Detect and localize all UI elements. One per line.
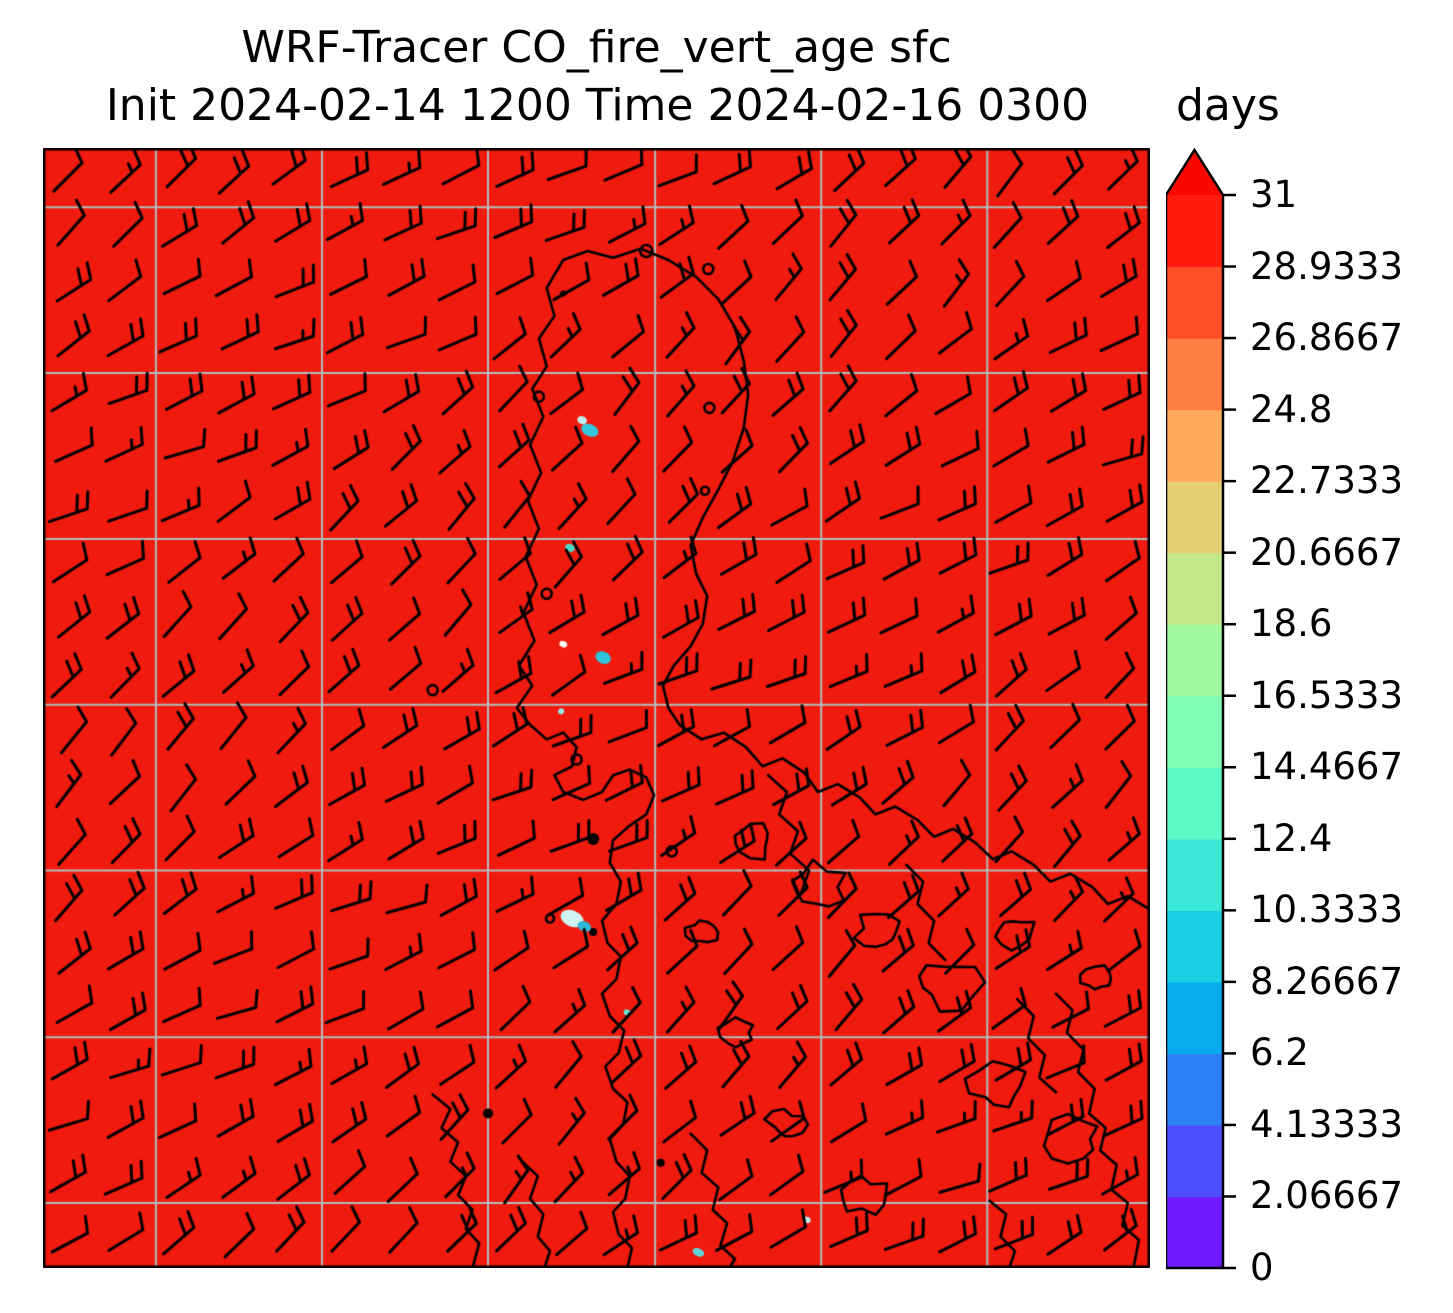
colorbar-tick-label: 8.26667 xyxy=(1250,959,1404,1003)
colorbar-segment xyxy=(1166,1196,1223,1269)
colorbar-extend-arrow xyxy=(1166,150,1223,195)
colorbar-segment xyxy=(1166,266,1223,339)
colorbar-tick-label: 26.8667 xyxy=(1250,316,1404,360)
colorbar-tick-label: 22.7333 xyxy=(1250,459,1404,503)
colorbar-segment xyxy=(1166,838,1223,911)
colorbar-tick-label: 24.8 xyxy=(1250,387,1333,431)
colorbar-tick-label: 16.5333 xyxy=(1250,673,1404,717)
colorbar-tick-label: 10.3333 xyxy=(1250,888,1404,932)
colorbar-segment xyxy=(1166,624,1223,697)
colorbar-segment xyxy=(1166,1053,1223,1126)
colorbar-tick-label: 14.4667 xyxy=(1250,745,1404,789)
colorbar-tick-label: 18.6 xyxy=(1250,602,1333,646)
colorbar-segment xyxy=(1166,195,1223,268)
colorbar-tick-label: 20.6667 xyxy=(1250,530,1404,574)
colorbar-segment xyxy=(1166,552,1223,625)
colorbar-tick-label: 0 xyxy=(1250,1246,1274,1289)
colorbar-segment xyxy=(1166,409,1223,482)
plot-title-line1: WRF-Tracer CO_fire_vert_age sfc xyxy=(241,22,952,73)
colorbar-tick-label: 31 xyxy=(1250,173,1298,216)
colorbar-segment xyxy=(1166,910,1223,983)
colorbar-segment xyxy=(1166,695,1223,768)
colorbar xyxy=(1166,148,1236,1270)
colorbar-segment xyxy=(1166,481,1223,554)
colorbar-segment xyxy=(1166,1124,1223,1198)
colorbar-tick-label: 2.06667 xyxy=(1250,1174,1404,1218)
colorbar-segment xyxy=(1166,981,1223,1054)
colorbar-outline xyxy=(1166,148,1225,1270)
colorbar-segment xyxy=(1166,338,1223,411)
colorbar-segment xyxy=(1166,767,1223,840)
plot-title-line2: Init 2024-02-14 1200 Time 2024-02-16 030… xyxy=(105,80,1090,131)
colorbar-tick-label: 12.4 xyxy=(1250,816,1333,860)
colorbar-units-label: days xyxy=(1176,80,1280,131)
colorbar-tick-label: 6.2 xyxy=(1250,1031,1309,1075)
map-plot xyxy=(43,148,1150,1268)
colorbar-tick-label: 28.9333 xyxy=(1250,244,1404,288)
colorbar-tick-label: 4.13333 xyxy=(1250,1102,1404,1146)
